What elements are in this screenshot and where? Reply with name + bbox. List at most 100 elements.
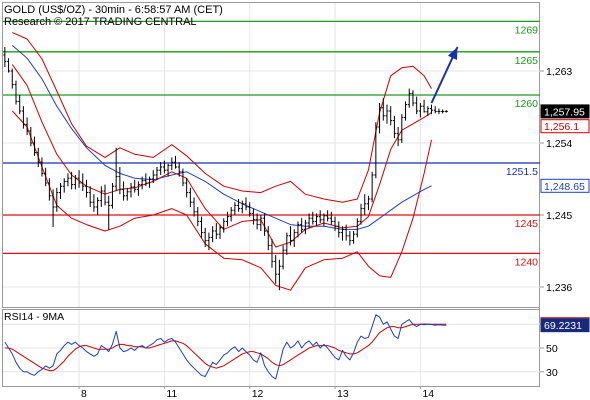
rsi-lines — [4, 314, 447, 380]
candle — [359, 203, 363, 225]
candle — [237, 199, 241, 212]
candle — [285, 232, 289, 255]
candle — [166, 163, 170, 177]
x-tick-label: 8 — [81, 388, 87, 400]
price-tick-label: 1,236 — [546, 282, 572, 294]
candle — [229, 207, 233, 222]
candle — [151, 170, 155, 183]
candle — [344, 224, 348, 241]
price-tick-label: 1,263 — [546, 66, 572, 78]
candle — [59, 183, 63, 199]
candle — [381, 98, 385, 121]
candle — [289, 226, 293, 246]
price-badge-1-box — [540, 119, 590, 134]
candle — [233, 202, 237, 215]
candle — [441, 109, 445, 114]
candle — [84, 179, 88, 198]
level-label-1265: 1265 — [515, 55, 539, 67]
candle — [10, 68, 14, 89]
candle — [211, 226, 215, 243]
trend-arrow-head — [447, 47, 458, 60]
candle — [33, 136, 37, 156]
candle — [296, 221, 300, 238]
candle — [311, 211, 315, 225]
candle — [25, 117, 29, 135]
candle — [225, 211, 229, 227]
candle — [51, 189, 55, 227]
candle — [103, 184, 107, 206]
candle — [77, 170, 81, 188]
candle — [322, 213, 326, 227]
candle — [66, 173, 70, 187]
candle — [300, 218, 304, 233]
trend-arrow — [430, 46, 459, 104]
candle — [188, 187, 192, 207]
candle — [437, 108, 441, 115]
candle — [314, 213, 318, 227]
rsi-badge-1-label: 69.2231 — [544, 320, 582, 332]
candle — [47, 178, 51, 201]
candle — [240, 200, 244, 214]
candle — [21, 106, 25, 129]
candle — [214, 223, 218, 239]
chart-subtitle: Research © 2017 TRADING CENTRAL — [4, 16, 197, 28]
candle — [340, 226, 344, 241]
candle — [92, 194, 96, 212]
rsi-ma-line — [4, 323, 447, 372]
candle — [426, 106, 430, 116]
candle — [107, 195, 111, 230]
candle — [70, 171, 74, 190]
price-badge-0-box — [540, 104, 590, 119]
candle — [303, 219, 307, 235]
candlesticks — [3, 47, 448, 291]
price-badge-2-label: 1,248.65 — [544, 181, 585, 193]
sma-fast-line — [11, 64, 432, 248]
candle — [292, 229, 296, 247]
candle — [326, 210, 330, 222]
candle — [433, 106, 437, 114]
candle — [29, 127, 33, 147]
candle — [404, 101, 408, 121]
candle — [136, 181, 140, 196]
candle — [355, 218, 359, 238]
x-axis-labels: 8 11 12 13 14 — [78, 386, 434, 400]
candle — [422, 99, 426, 113]
candle — [396, 127, 400, 147]
candle — [407, 88, 411, 108]
candle — [114, 147, 118, 191]
price-tick-label: 1,245 — [546, 210, 572, 222]
candle — [99, 186, 103, 207]
x-tick-label: 14 — [422, 388, 434, 400]
candle — [363, 194, 367, 215]
candle — [118, 167, 122, 195]
candle — [374, 122, 378, 179]
chart-title: GOLD (US$/OZ) - 30min - 6:58:57 AM (CET) — [4, 4, 223, 16]
candle — [174, 155, 178, 169]
price-badge-1-label: 1,256.1 — [544, 121, 579, 133]
candle — [366, 195, 370, 211]
candle — [181, 168, 185, 187]
candle — [7, 58, 11, 73]
rsi-line — [4, 314, 447, 380]
candle — [96, 197, 100, 215]
level-label-1251.5: 1251.5 — [506, 166, 538, 178]
candle — [73, 175, 77, 190]
candle — [352, 231, 356, 244]
candle — [62, 178, 66, 193]
level-lines: 1269 1265 1260 1251.5 1245 1240 — [3, 20, 540, 268]
candle — [110, 183, 114, 209]
candle — [196, 207, 200, 227]
candle — [192, 197, 196, 217]
rsi-tick-label: 30 — [546, 367, 558, 379]
x-tick-label: 13 — [337, 388, 349, 400]
candle — [185, 178, 189, 198]
candle — [40, 157, 44, 177]
candle — [218, 224, 222, 239]
candle — [170, 157, 174, 171]
level-label-1245: 1245 — [515, 218, 539, 230]
candle — [81, 173, 85, 191]
candle — [222, 218, 226, 233]
candle — [125, 187, 129, 201]
candle — [88, 186, 92, 207]
